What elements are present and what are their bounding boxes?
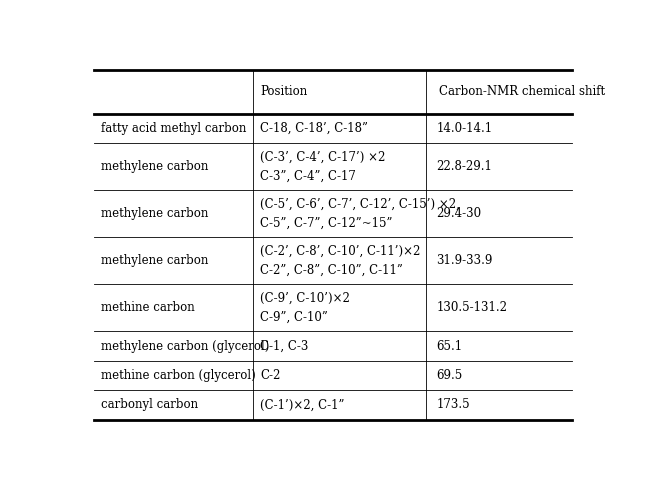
Text: C-5”, C-7”, C-12”~15”: C-5”, C-7”, C-12”~15” (260, 217, 393, 229)
Text: 130.5-131.2: 130.5-131.2 (436, 301, 508, 314)
Text: Position: Position (260, 85, 307, 99)
Text: C-3”, C-4”, C-17: C-3”, C-4”, C-17 (260, 170, 356, 182)
Text: C-9”, C-10”: C-9”, C-10” (260, 311, 328, 324)
Text: C-2”, C-8”, C-10”, C-11”: C-2”, C-8”, C-10”, C-11” (260, 263, 403, 277)
Text: (C-9’, C-10’)×2: (C-9’, C-10’)×2 (260, 292, 350, 305)
Text: 31.9-33.9: 31.9-33.9 (436, 254, 493, 267)
Text: methylene carbon: methylene carbon (101, 254, 209, 267)
Text: 69.5: 69.5 (436, 369, 463, 382)
Text: 173.5: 173.5 (436, 399, 470, 411)
Text: Carbon-NMR chemical shift: Carbon-NMR chemical shift (439, 85, 605, 99)
Text: methine carbon: methine carbon (101, 301, 195, 314)
Text: methylene carbon: methylene carbon (101, 207, 209, 220)
Text: methine carbon (glycerol): methine carbon (glycerol) (101, 369, 256, 382)
Text: 65.1: 65.1 (436, 340, 463, 353)
Text: C-18, C-18’, C-18”: C-18, C-18’, C-18” (260, 122, 368, 135)
Text: fatty acid methyl carbon: fatty acid methyl carbon (101, 122, 247, 135)
Text: 29.4-30: 29.4-30 (436, 207, 482, 220)
Text: C-1, C-3: C-1, C-3 (260, 340, 309, 353)
Text: carbonyl carbon: carbonyl carbon (101, 399, 198, 411)
Text: 14.0-14.1: 14.0-14.1 (436, 122, 493, 135)
Text: (C-1’)×2, C-1”: (C-1’)×2, C-1” (260, 399, 344, 411)
Text: (C-3’, C-4’, C-17’) ×2: (C-3’, C-4’, C-17’) ×2 (260, 150, 385, 164)
Text: methylene carbon: methylene carbon (101, 160, 209, 173)
Text: (C-2’, C-8’, C-10’, C-11’)×2: (C-2’, C-8’, C-10’, C-11’)×2 (260, 245, 421, 258)
Text: C-2: C-2 (260, 369, 280, 382)
Text: methylene carbon (glycerol): methylene carbon (glycerol) (101, 340, 270, 353)
Text: 22.8-29.1: 22.8-29.1 (436, 160, 492, 173)
Text: (C-5’, C-6’, C-7’, C-12’, C-15’) ×2,: (C-5’, C-6’, C-7’, C-12’, C-15’) ×2, (260, 198, 460, 211)
